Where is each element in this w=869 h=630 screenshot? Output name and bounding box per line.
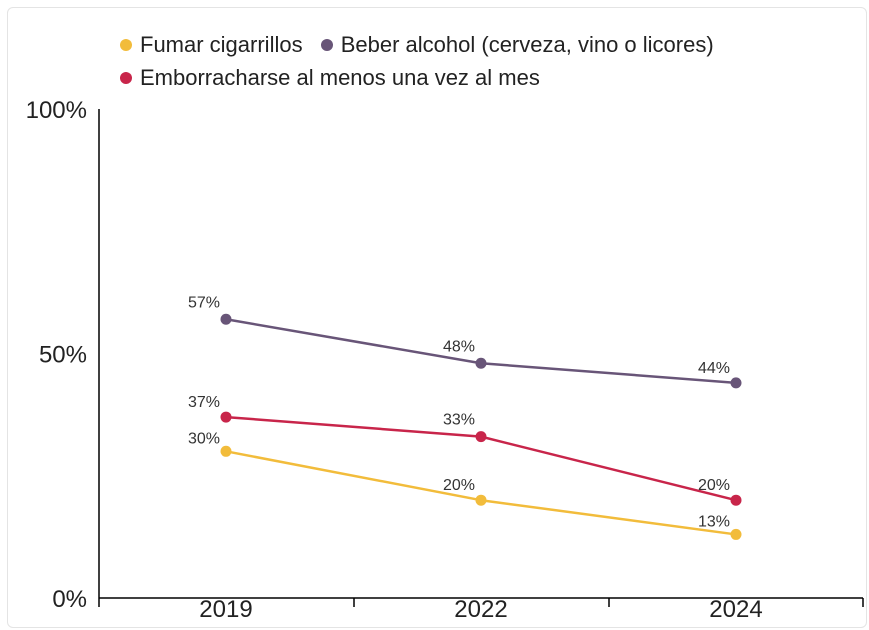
legend-label-cigarettes: Fumar cigarrillos	[140, 32, 303, 57]
legend-label-drunk: Emborracharse al menos una vez al mes	[140, 65, 540, 90]
data-point	[475, 431, 487, 443]
data-label: 37%	[188, 394, 220, 411]
series-points	[220, 313, 742, 540]
data-point	[220, 411, 232, 423]
data-point	[730, 377, 742, 389]
legend-item-cigarettes: Fumar cigarrillos	[120, 29, 303, 61]
series-line	[225, 450, 737, 536]
legend-item-alcohol: Beber alcohol (cerveza, vino o licores)	[320, 29, 714, 61]
y-tick-label: 50%	[39, 342, 87, 369]
data-label: 13%	[698, 513, 730, 530]
series-line	[225, 318, 737, 385]
chart-card	[7, 7, 867, 628]
data-label: 33%	[443, 412, 475, 429]
data-label: 44%	[698, 360, 730, 377]
data-label: 57%	[188, 294, 220, 311]
legend-label-alcohol: Beber alcohol (cerveza, vino o licores)	[340, 32, 714, 57]
data-point	[730, 528, 742, 540]
legend-dot-drunk	[120, 72, 132, 84]
data-point	[475, 494, 487, 506]
axes: 0% 50% 100% 2019 2022 2024	[26, 97, 864, 623]
x-tick-label: 2022	[454, 596, 507, 623]
y-tick-label: 0%	[52, 586, 87, 613]
data-point	[220, 445, 232, 457]
data-point	[730, 494, 742, 506]
data-point	[475, 357, 487, 369]
data-label: 30%	[188, 430, 220, 447]
data-label: 48%	[443, 338, 475, 355]
y-tick-label: 100%	[26, 97, 87, 124]
legend-item-drunk: Emborracharse al menos una vez al mes	[120, 62, 540, 94]
data-point	[220, 313, 232, 325]
data-label: 20%	[698, 477, 730, 494]
legend-dot-cigarettes	[120, 39, 132, 51]
chart-legend: Fumar cigarrillos Beber alcohol (cerveza…	[120, 28, 840, 94]
data-labels: 30% 20% 13% 57% 48% 44% 37% 33% 20%	[188, 294, 730, 530]
data-label: 20%	[443, 477, 475, 494]
legend-dot-alcohol	[320, 39, 333, 51]
x-tick-label: 2019	[199, 596, 252, 623]
x-tick-label: 2024	[709, 596, 762, 623]
series-line	[225, 415, 737, 502]
